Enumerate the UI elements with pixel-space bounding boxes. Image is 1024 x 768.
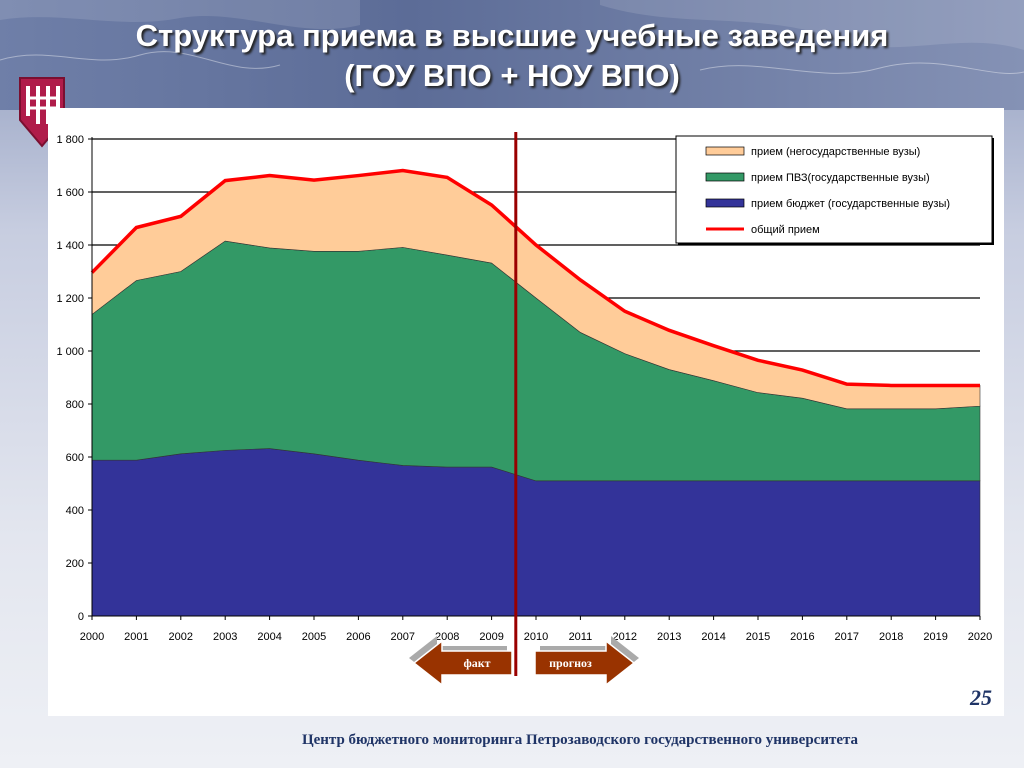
x-tick-label: 2015: [746, 631, 770, 643]
legend-swatch: [705, 198, 745, 208]
y-tick-label: 600: [66, 452, 84, 464]
y-tick-label: 800: [66, 399, 84, 411]
x-tick-label: 2018: [879, 631, 903, 643]
x-tick-label: 2006: [346, 631, 370, 643]
y-tick-label: 0: [78, 611, 84, 623]
legend-label: прием ПВЗ(государственные вузы): [751, 172, 930, 184]
x-tick-label: 2020: [968, 631, 992, 643]
admission-area-chart: 0 200 400 600 800 1 000 1 200 1 400 1 600 1 800 2…: [56, 132, 994, 687]
footer-text: Центр бюджетного мониторинга Петрозаводс…: [301, 732, 859, 748]
x-tick-label: 2007: [391, 631, 415, 643]
fact-arrow: факт: [409, 636, 513, 687]
y-tick-label: 1 600: [56, 187, 84, 199]
x-tick-label: 2012: [613, 631, 637, 643]
x-tick-label: 2008: [435, 631, 459, 643]
map-background-decoration: [0, 0, 1024, 74]
forecast-arrow-label: прогноз: [549, 656, 592, 670]
y-tick-label: 1 400: [56, 240, 84, 252]
legend-label: общий прием: [751, 224, 820, 236]
x-tick-label: 2005: [302, 631, 326, 643]
legend-label: прием (негосударственные вузы): [751, 146, 920, 158]
header-band: Структура приема в высшие учебные заведе…: [0, 0, 1024, 110]
legend-swatch: [705, 172, 745, 182]
x-tick-label: 2002: [169, 631, 193, 643]
x-tick-label: 2001: [124, 631, 148, 643]
legend-swatch: [705, 146, 745, 156]
x-tick-label: 2014: [701, 631, 725, 643]
x-tick-label: 2019: [923, 631, 947, 643]
slide-title-line2: (ГОУ ВПО + НОУ ВПО): [344, 58, 680, 93]
y-tick-label: 1 000: [56, 346, 84, 358]
x-tick-label: 2004: [257, 631, 281, 643]
x-tick-label: 2011: [569, 631, 593, 643]
x-tick-label: 2010: [524, 631, 548, 643]
y-tick-label: 200: [66, 558, 84, 570]
y-tick-label: 1 800: [56, 134, 84, 146]
fact-arrow-label: факт: [463, 656, 490, 670]
y-tick-label: 1 200: [56, 293, 84, 305]
x-tick-label: 2003: [213, 631, 237, 643]
total-admission-line: [90, 168, 980, 388]
forecast-arrow: прогноз: [534, 636, 639, 687]
x-tick-label: 2013: [657, 631, 681, 643]
x-tick-label: 2009: [479, 631, 503, 643]
x-tick-label: 2000: [80, 631, 104, 643]
legend-label: прием бюджет (государственные вузы): [751, 198, 950, 210]
y-tick-label: 400: [66, 505, 84, 517]
x-tick-label: 2016: [790, 631, 814, 643]
slide-title-line1: Структура приема в высшие учебные заведе…: [135, 18, 889, 53]
page-number: 25: [970, 685, 992, 710]
x-tick-label: 2017: [835, 631, 859, 643]
chart-panel: 0 200 400 600 800 1 000 1 200 1 400 1 600 1 800 2…: [48, 108, 1004, 716]
